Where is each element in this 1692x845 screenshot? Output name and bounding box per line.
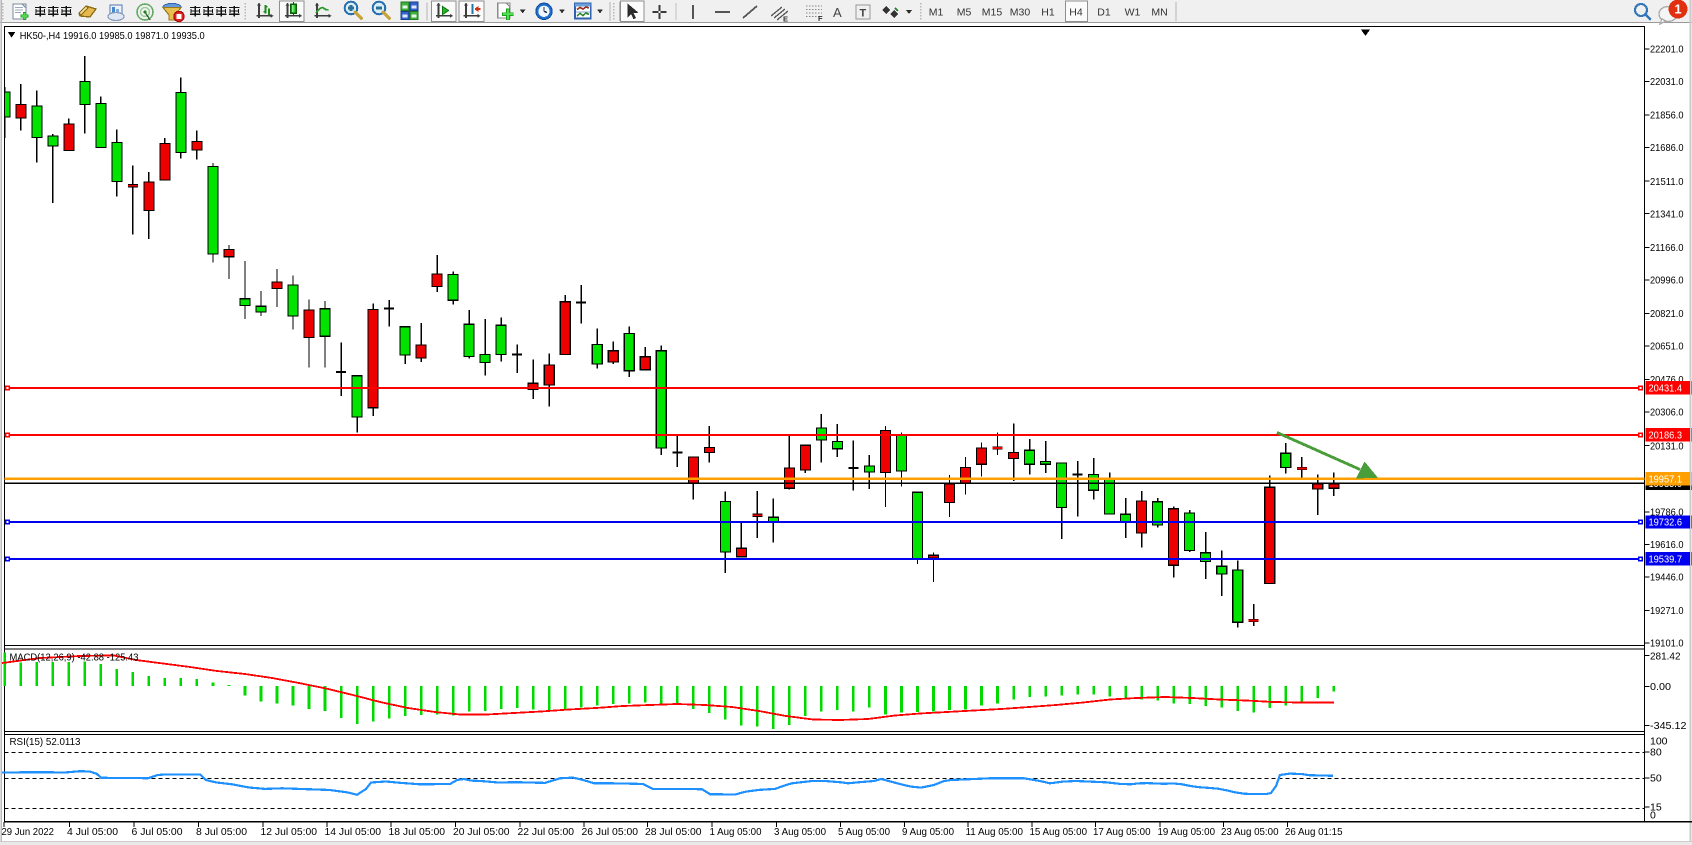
- svg-text:21856.0: 21856.0: [1650, 110, 1684, 122]
- svg-text:26 Aug 01:15: 26 Aug 01:15: [1285, 826, 1343, 838]
- svg-text:15: 15: [1650, 802, 1662, 814]
- svg-text:T: T: [860, 8, 867, 20]
- svg-text:20821.0: 20821.0: [1650, 308, 1684, 320]
- svg-text:29 Jun 2022: 29 Jun 2022: [2, 826, 55, 838]
- svg-text:3 Aug 05:00: 3 Aug 05:00: [774, 826, 826, 838]
- svg-text:M1: M1: [929, 7, 944, 19]
- svg-text:D1: D1: [1097, 7, 1111, 19]
- svg-text:5 Aug 05:00: 5 Aug 05:00: [838, 826, 890, 838]
- svg-text:0.00: 0.00: [1650, 681, 1671, 693]
- svg-text:19616.0: 19616.0: [1650, 539, 1684, 551]
- svg-text:H4: H4: [1069, 7, 1083, 19]
- svg-text:22031.0: 22031.0: [1650, 76, 1684, 88]
- svg-text:21166.0: 21166.0: [1650, 242, 1684, 254]
- svg-text:19446.0: 19446.0: [1650, 572, 1684, 584]
- svg-text:19271.0: 19271.0: [1650, 605, 1684, 617]
- svg-text:80: 80: [1650, 747, 1662, 759]
- svg-text:12 Jul 05:00: 12 Jul 05:00: [261, 826, 318, 838]
- svg-text:20 Jul 05:00: 20 Jul 05:00: [453, 826, 510, 838]
- svg-text:20431.4: 20431.4: [1649, 383, 1683, 395]
- svg-text:21511.0: 21511.0: [1650, 176, 1684, 188]
- svg-text:19732.6: 19732.6: [1649, 517, 1683, 529]
- svg-text:26 Jul 05:00: 26 Jul 05:00: [582, 826, 639, 838]
- svg-text:MACD(12,26,9) -42.88 -125.43: MACD(12,26,9) -42.88 -125.43: [10, 652, 139, 664]
- svg-text:6 Jul 05:00: 6 Jul 05:00: [132, 826, 183, 838]
- svg-text:22201.0: 22201.0: [1650, 44, 1684, 56]
- svg-text:20996.0: 20996.0: [1650, 274, 1684, 286]
- svg-text:RSI(15) 52.0113: RSI(15) 52.0113: [10, 736, 81, 748]
- svg-text:W1: W1: [1125, 7, 1141, 19]
- svg-text:23 Aug 05:00: 23 Aug 05:00: [1221, 826, 1279, 838]
- svg-text:M5: M5: [957, 7, 972, 19]
- svg-text:0: 0: [1650, 809, 1656, 821]
- svg-text:19957.1: 19957.1: [1649, 473, 1683, 485]
- svg-text:21686.0: 21686.0: [1650, 142, 1684, 154]
- svg-text:19 Aug 05:00: 19 Aug 05:00: [1158, 826, 1216, 838]
- svg-text:E: E: [783, 15, 788, 24]
- svg-text:4 Jul 05:00: 4 Jul 05:00: [67, 826, 118, 838]
- svg-text:1 Aug 05:00: 1 Aug 05:00: [710, 826, 762, 838]
- svg-text:20186.3: 20186.3: [1649, 430, 1683, 442]
- svg-text:21341.0: 21341.0: [1650, 208, 1684, 220]
- svg-text:100: 100: [1650, 736, 1668, 748]
- svg-text:F: F: [818, 14, 823, 23]
- svg-text:18 Jul 05:00: 18 Jul 05:00: [389, 826, 446, 838]
- svg-text:20131.0: 20131.0: [1650, 440, 1684, 452]
- svg-text:19101.0: 19101.0: [1650, 638, 1684, 650]
- svg-text:28 Jul 05:00: 28 Jul 05:00: [645, 826, 702, 838]
- svg-text:19539.7: 19539.7: [1649, 554, 1683, 566]
- svg-text:A: A: [833, 5, 842, 20]
- svg-text:50: 50: [1650, 773, 1662, 785]
- svg-text:8 Jul 05:00: 8 Jul 05:00: [196, 826, 247, 838]
- svg-text:20306.0: 20306.0: [1650, 407, 1684, 419]
- svg-text:17 Aug 05:00: 17 Aug 05:00: [1093, 826, 1151, 838]
- svg-text:HK50-,H4 19916.0 19985.0 1987: HK50-,H4 19916.0 19985.0 19871.0 19935.0: [20, 30, 205, 42]
- svg-text:11 Aug 05:00: 11 Aug 05:00: [966, 826, 1024, 838]
- svg-text:M30: M30: [1010, 7, 1031, 19]
- svg-text:22 Jul 05:00: 22 Jul 05:00: [518, 826, 575, 838]
- svg-text:1: 1: [1674, 2, 1681, 17]
- svg-text:15 Aug 05:00: 15 Aug 05:00: [1030, 826, 1088, 838]
- svg-text:20651.0: 20651.0: [1650, 341, 1684, 353]
- svg-text:9 Aug 05:00: 9 Aug 05:00: [902, 826, 954, 838]
- svg-text:H1: H1: [1041, 7, 1055, 19]
- svg-text:MN: MN: [1151, 7, 1167, 19]
- svg-text:14 Jul 05:00: 14 Jul 05:00: [325, 826, 382, 838]
- svg-text:-345.12: -345.12: [1650, 720, 1687, 732]
- svg-text:M15: M15: [982, 7, 1003, 19]
- svg-text:281.42: 281.42: [1650, 650, 1681, 662]
